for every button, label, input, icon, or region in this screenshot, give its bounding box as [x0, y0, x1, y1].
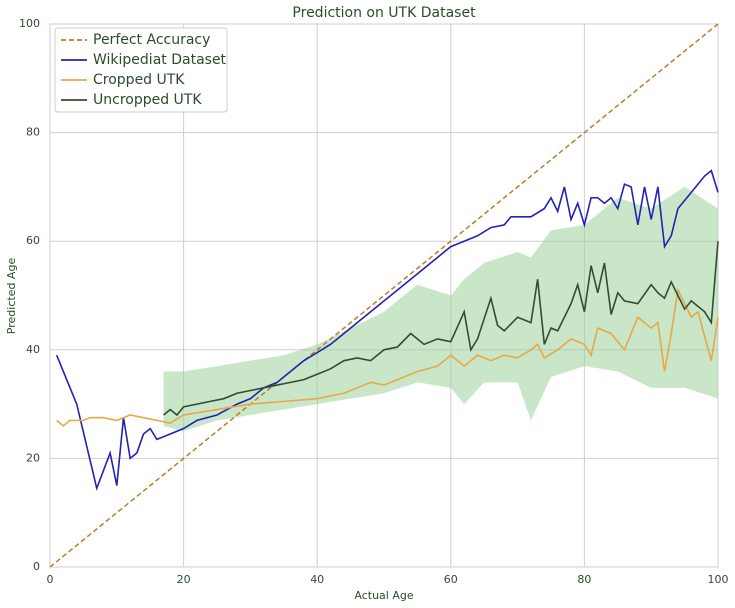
- series-line: [56, 287, 719, 427]
- y-tick-label: 0: [33, 560, 40, 573]
- confidence-band: [163, 186, 718, 432]
- chart-title: Prediction on UTK Dataset: [292, 5, 476, 21]
- y-tick-label: 20: [26, 451, 40, 464]
- y-tick-label: 100: [19, 17, 40, 30]
- y-tick-label: 80: [26, 126, 40, 139]
- y-axis-label: Predicted Age: [5, 258, 18, 335]
- x-tick-label: 40: [310, 573, 324, 586]
- series-line: [55, 169, 719, 491]
- x-tick-label: 60: [444, 573, 458, 586]
- legend-label: Uncropped UTK: [93, 92, 202, 108]
- x-tick-label: 20: [177, 573, 191, 586]
- x-tick-label: 80: [577, 573, 591, 586]
- legend-label: Wikipediat Dataset: [93, 52, 227, 68]
- y-tick-label: 60: [26, 234, 40, 247]
- legend: Perfect Accuracy Wikipediat Dataset Croppe…: [54, 27, 228, 113]
- legend-box: [54, 27, 228, 113]
- x-axis-label: Actual Age: [354, 589, 413, 602]
- y-tick-label: 40: [26, 343, 40, 356]
- x-tick-label: 100: [708, 573, 729, 586]
- legend-label: Cropped UTK: [93, 72, 185, 88]
- x-tick-label: 0: [47, 573, 54, 586]
- series-line: [163, 241, 719, 417]
- legend-label: Perfect Accuracy: [93, 32, 210, 48]
